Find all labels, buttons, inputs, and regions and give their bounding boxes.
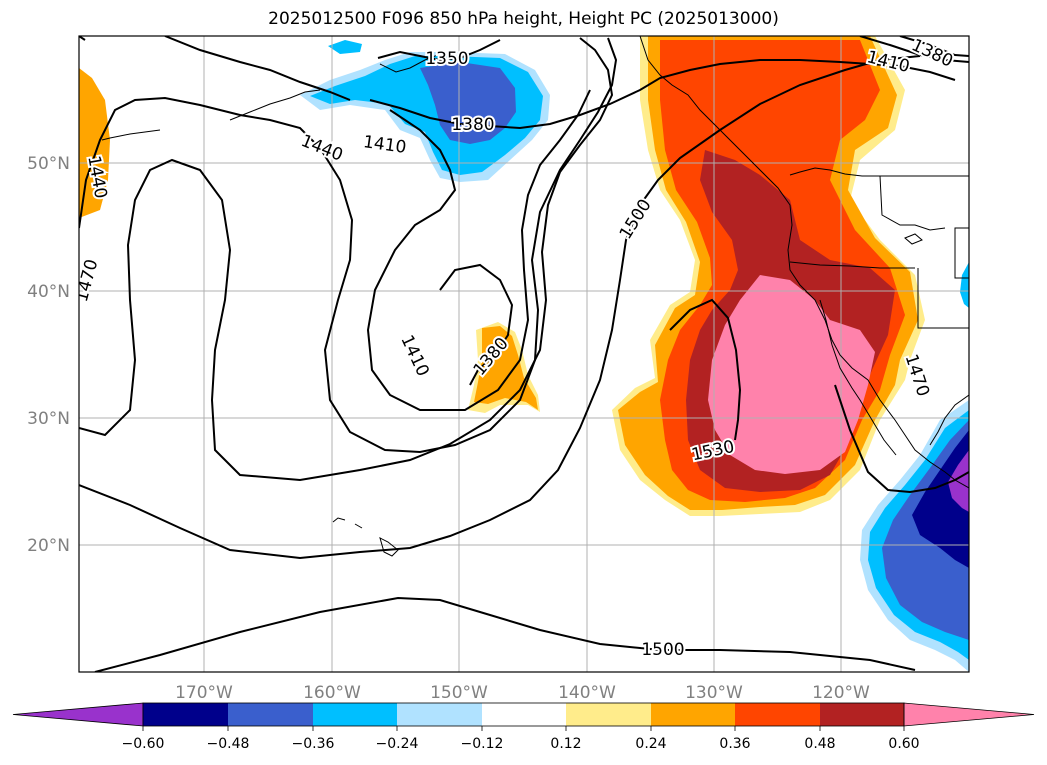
- colorbar-segment: [566, 703, 651, 726]
- colorbar-extend-high: [903, 702, 1035, 727]
- map-title: 2025012500 F096 850 hPa height, Height P…: [268, 9, 779, 29]
- colorbar-segment: [228, 703, 313, 726]
- colorbar: −0.60 −0.48 −0.36 −0.24 −0.12 0.12 0.24 …: [12, 702, 1035, 752]
- colorbar-label: 0.36: [719, 736, 750, 752]
- graticule: [79, 36, 969, 672]
- coastlines: [101, 36, 969, 557]
- colorbar-label: 0.48: [804, 736, 835, 752]
- contour-label-1380-gulf: 1380: [451, 115, 494, 135]
- contour-1530: [669, 298, 742, 441]
- contour-1470-west: [79, 37, 614, 482]
- lon-label: 170°W: [175, 683, 233, 703]
- contour-1410-ne: [859, 36, 969, 63]
- lat-tick-labels: 50°N 40°N 30°N 20°N: [27, 154, 70, 556]
- contour-1470-east: [834, 384, 969, 494]
- contour-1410-north: [164, 36, 351, 101]
- colorbar-label: 0.24: [635, 736, 666, 752]
- contour-1500-south: [94, 596, 916, 672]
- contour-1440: [79, 37, 618, 454]
- lon-label: 130°W: [685, 683, 743, 703]
- contour-small: [79, 36, 86, 41]
- lat-label: 20°N: [27, 536, 70, 556]
- colorbar-label: −0.36: [292, 736, 335, 752]
- colorbar-segment: [651, 703, 735, 726]
- colorbar-label: 0.12: [550, 736, 581, 752]
- map-frame: [78, 35, 970, 673]
- anomaly-blue-gulf: [420, 62, 516, 144]
- colorbar-extend-low: [12, 702, 144, 727]
- lat-label: 40°N: [27, 282, 70, 302]
- colorbar-label: −0.24: [376, 736, 419, 752]
- anomaly-navy-mexico: [912, 430, 969, 568]
- contour-label-1350: 1350: [425, 49, 468, 69]
- lat-label: 30°N: [27, 409, 70, 429]
- colorbar-label: −0.12: [461, 736, 504, 752]
- contour-1380-ne: [899, 36, 969, 57]
- colorbar-segment: [820, 703, 904, 726]
- anomaly-lightblue-east: [960, 262, 969, 308]
- colorbar-segment: [143, 703, 228, 726]
- contour-1410-loop: [366, 89, 591, 411]
- contour-1350: [377, 39, 501, 62]
- contour-1380-gulf: [369, 59, 956, 130]
- anomaly-pink-westcoast: [708, 275, 875, 474]
- contour-label-1500-south: 1500: [641, 640, 684, 660]
- anomaly-purple-mexico: [948, 450, 969, 512]
- colorbar-label: −0.48: [207, 736, 250, 752]
- lon-label: 120°W: [812, 683, 870, 703]
- lat-label: 50°N: [27, 154, 70, 174]
- lon-label: 140°W: [558, 683, 616, 703]
- colorbar-segment: [735, 703, 820, 726]
- contour-1500-main: [79, 55, 921, 560]
- lon-label: 160°W: [303, 683, 361, 703]
- colorbar-segment: [313, 703, 397, 726]
- height-contours: [79, 36, 969, 672]
- contour-1410-inner: [439, 263, 514, 386]
- lon-tick-labels: 170°W 160°W 150°W 140°W 130°W 120°W: [175, 683, 870, 703]
- anomaly-orange-central: [474, 326, 538, 410]
- colorbar-segment: [482, 703, 566, 726]
- anomaly-skyblue-aleutian: [328, 40, 362, 54]
- colorbar-label: −0.60: [122, 736, 165, 752]
- colorbar-label: 0.60: [888, 736, 919, 752]
- colorbar-segment: [397, 703, 482, 726]
- lon-label: 150°W: [430, 683, 488, 703]
